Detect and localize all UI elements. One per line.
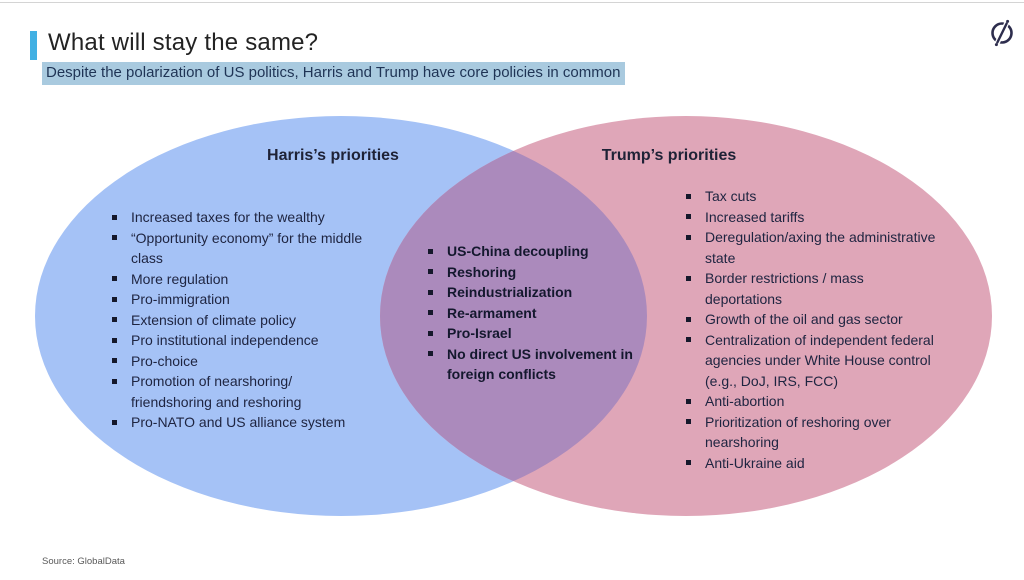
list-item: Re-armament <box>426 303 640 324</box>
list-item: Tax cuts <box>684 186 938 207</box>
page-subtitle: Despite the polarization of US politics,… <box>42 62 626 85</box>
trump-priorities-list: Tax cuts Increased tariffs Deregulation/ax… <box>684 186 938 473</box>
list-item: Extension of climate policy <box>110 310 365 331</box>
list-item: Reshoring <box>426 262 640 283</box>
list-item: No direct US involvement in foreign conf… <box>426 344 640 385</box>
list-item: Anti-abortion <box>684 391 938 412</box>
overlap-region <box>380 116 647 516</box>
harris-priorities-list: Increased taxes for the wealthy “Opportun… <box>110 207 365 433</box>
list-item: Reindustrialization <box>426 282 640 303</box>
globaldata-logo-icon <box>986 17 1018 49</box>
list-item: Pro-choice <box>110 351 365 372</box>
shared-priorities-list: US-China decoupling Reshoring Reindustrial… <box>426 241 640 385</box>
list-item: More regulation <box>110 269 365 290</box>
list-item: Prioritization of reshoring over nearsho… <box>684 412 938 453</box>
list-item: Increased taxes for the wealthy <box>110 207 365 228</box>
list-item: Pro institutional independence <box>110 330 365 351</box>
harris-title: Harris’s priorities <box>267 147 399 164</box>
list-item: US-China decoupling <box>426 241 640 262</box>
trump-title: Trump’s priorities <box>601 147 737 164</box>
list-item: Border restrictions / mass deportations <box>684 268 938 309</box>
top-divider <box>0 2 1024 3</box>
list-item: Growth of the oil and gas sector <box>684 309 938 330</box>
title-accent-bar <box>30 31 37 60</box>
list-item: Anti-Ukraine aid <box>684 453 938 474</box>
list-item: Pro-NATO and US alliance system <box>110 412 365 433</box>
list-item: Promotion of nearshoring/ friendshoring … <box>110 371 365 412</box>
page-title: What will stay the same? <box>48 29 319 56</box>
list-item: Pro-Israel <box>426 323 640 344</box>
list-item: “Opportunity economy” for the middle cla… <box>110 228 365 269</box>
list-item: Deregulation/axing the administrative st… <box>684 227 938 268</box>
list-item: Pro-immigration <box>110 289 365 310</box>
source-note: Source: GlobalData <box>42 556 125 567</box>
list-item: Centralization of independent federal ag… <box>684 330 938 392</box>
list-item: Increased tariffs <box>684 207 938 228</box>
